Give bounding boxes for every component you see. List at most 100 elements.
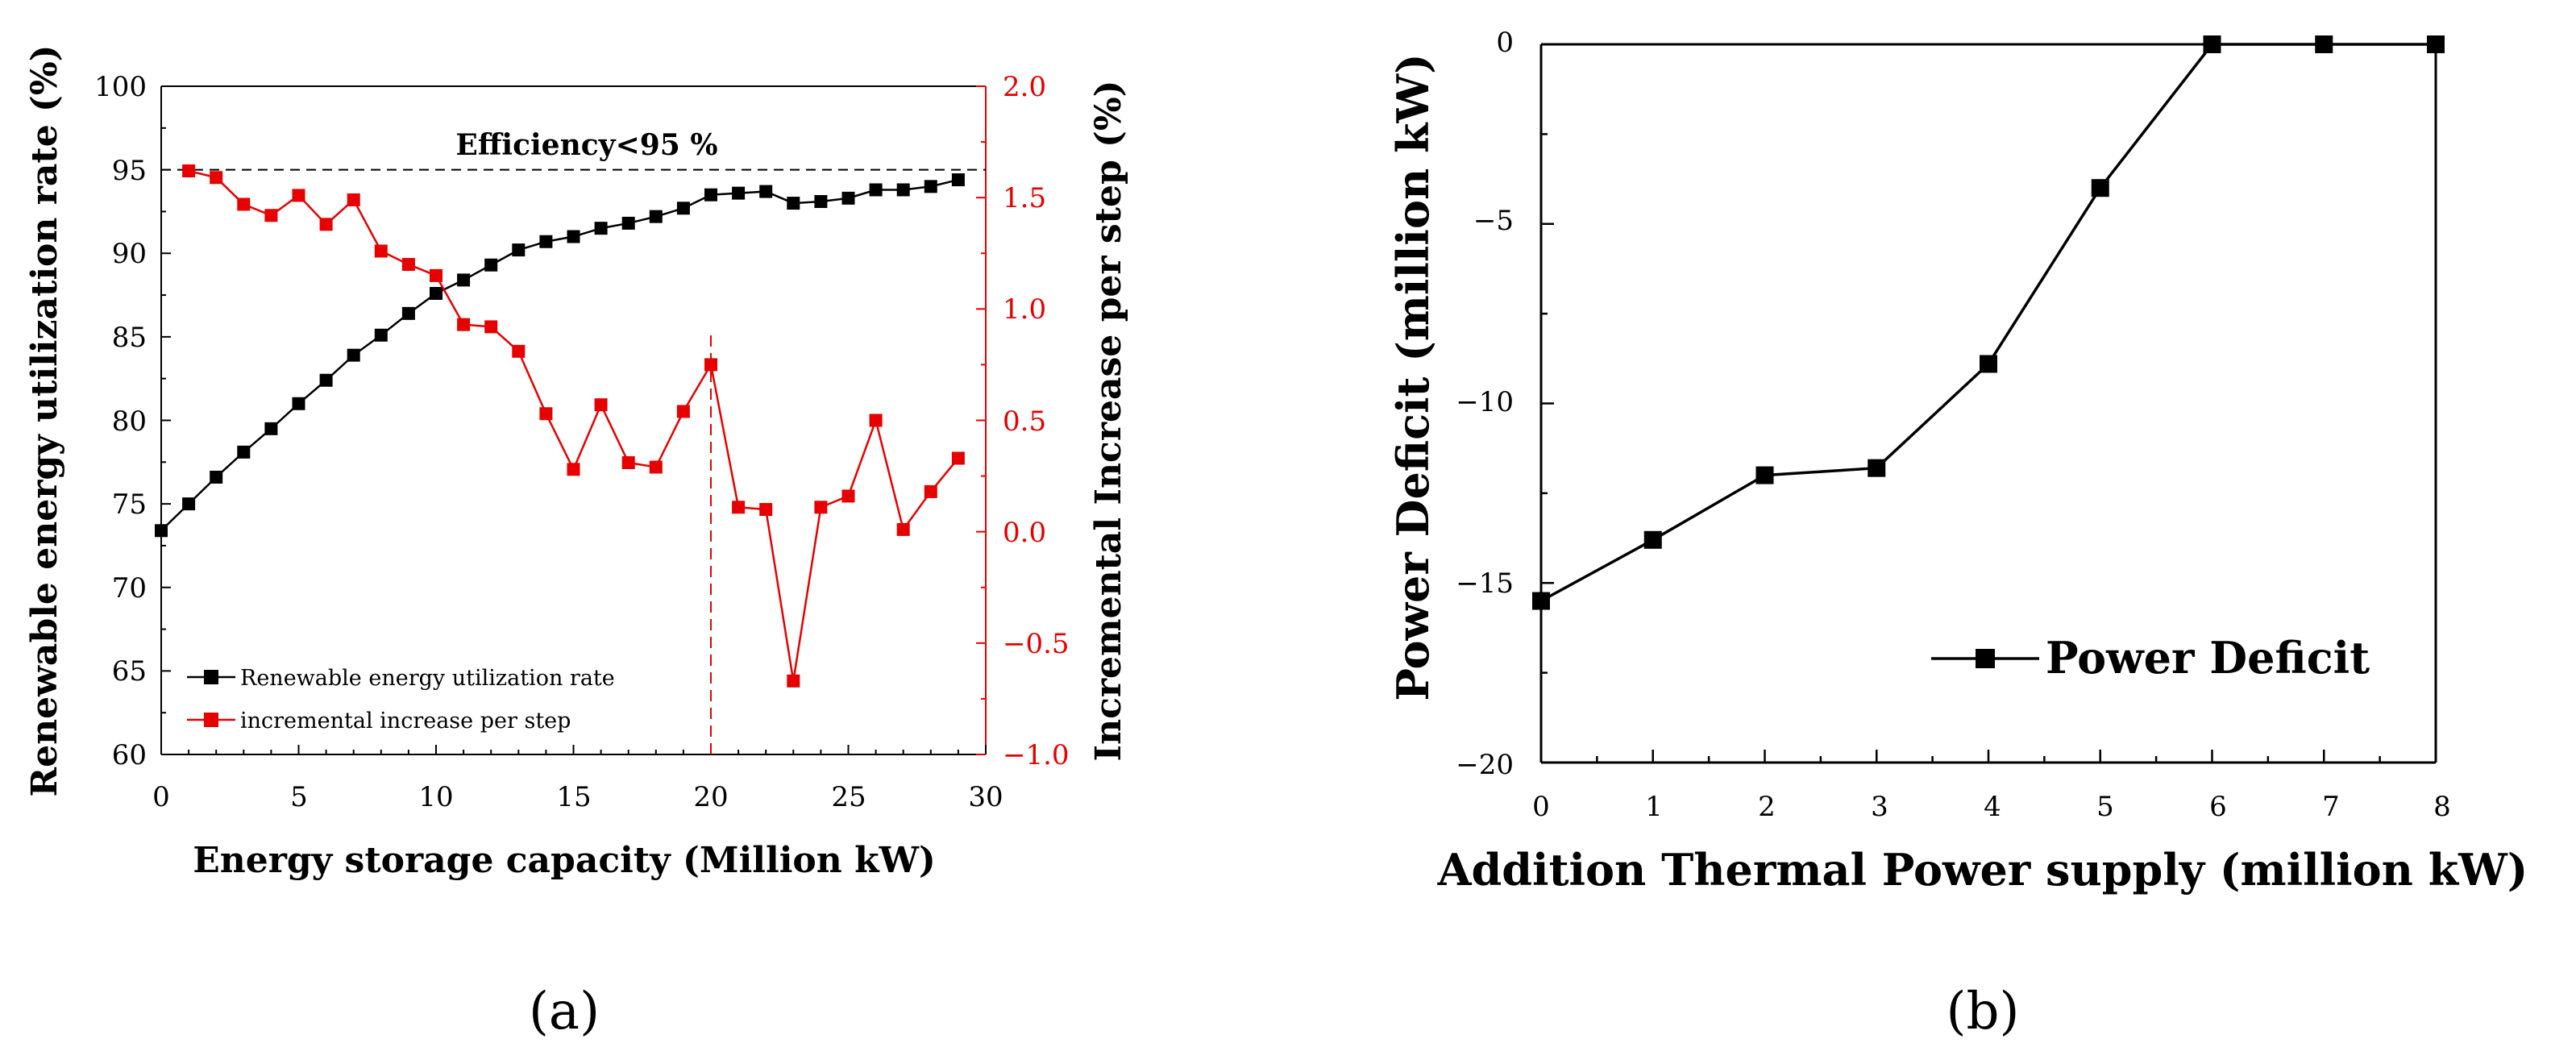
a-series-0-point (594, 222, 608, 235)
a-series-0-point (292, 397, 305, 410)
a-series-0-point (430, 286, 442, 300)
a-x-tick: 25 (831, 781, 866, 813)
b-x-tick: 7 (2322, 791, 2340, 823)
a-series-1-point (292, 189, 305, 202)
b-series-0-point (1532, 592, 1550, 610)
b-x-tick: 6 (2209, 791, 2227, 823)
a-series-0-point (869, 183, 883, 197)
a-series-1-point (649, 460, 663, 474)
a-series-1-point (924, 484, 937, 498)
b-series-0-point (1643, 530, 1662, 549)
a-series-1-point (457, 318, 471, 331)
b-series-0-point (1755, 466, 1774, 484)
a-series-1-point (237, 197, 251, 211)
a-y-tick: 65 (112, 655, 147, 688)
a-series-0-point (951, 173, 965, 187)
a-y2-tick: 1.5 (1003, 182, 1046, 214)
b-x-tick: 5 (2096, 791, 2114, 823)
a-series-0-point (484, 258, 498, 272)
a-series-1-point (951, 451, 965, 465)
a-y-axis-label: Renewable energy utilization rate (%) (24, 45, 65, 797)
a-y-tick: 60 (112, 739, 147, 771)
a-series-0-point (841, 191, 855, 205)
b-y-axis-label: Power Deficit (million kW) (1387, 53, 1439, 700)
a-y2-tick: 2.0 (1003, 71, 1046, 103)
a-series-0-point (401, 306, 415, 320)
a-legend-label: Renewable energy utilization rate (240, 666, 615, 691)
b-x-tick: 2 (1758, 791, 1776, 823)
b-series-line-0 (1540, 43, 2436, 603)
a-series-1-point (787, 674, 800, 688)
a-y-tick: 75 (112, 488, 147, 521)
a-x-tick: 20 (693, 781, 728, 813)
a-y2-tick: −0.5 (1003, 628, 1070, 660)
b-legend-swatch-marker (1976, 649, 1995, 668)
b-legend-label: Power Deficit (2046, 632, 2370, 684)
a-y-tick: 80 (112, 405, 147, 438)
a-series-1-point (594, 398, 608, 412)
a-series-line-1 (188, 169, 959, 682)
a-y2-tick: 0.0 (1003, 517, 1046, 549)
b-series-0-point (2427, 35, 2445, 53)
a-y-tick: 100 (94, 71, 147, 103)
a-y-tick-labels: 60 65 70 75 80 85 90 95 100 (94, 71, 147, 771)
b-marks-group (1532, 35, 2445, 610)
a-series-0-point (237, 445, 251, 459)
a-series-0-point (457, 273, 471, 287)
a-series-1-point (210, 171, 223, 185)
b-y-tick-labels: −20 −15 −10 −5 0 (1456, 27, 1514, 781)
a-series-1-point (319, 218, 333, 231)
a-series-0-point (567, 230, 580, 243)
b-x-tick: 4 (1984, 791, 2001, 823)
a-series-1-point (869, 414, 883, 427)
a-series-0-point (621, 216, 635, 230)
a-reference-line-label: Efficiency<95 % (455, 128, 717, 162)
b-x-tick: 3 (1871, 791, 1888, 823)
a-y2-tick-labels: −1.0 −0.5 0.0 0.5 1.0 1.5 2.0 (1003, 71, 1070, 771)
b-legend: Power Deficit (1931, 632, 2370, 684)
b-x-axis-label: Addition Thermal Power supply (million k… (1437, 844, 2528, 896)
a-x-tick: 5 (290, 781, 308, 813)
a-series-1-point (759, 503, 773, 517)
a-y2-tick: 1.0 (1003, 293, 1046, 326)
chart-a: 0 5 10 15 20 25 30 60 65 70 75 80 85 90 … (24, 45, 1129, 881)
a-y2-tick: 0.5 (1003, 405, 1046, 438)
a-series-0-point (676, 202, 690, 215)
a-series-1-point (484, 320, 498, 334)
a-series-1-point (539, 407, 553, 421)
a-series-0-point (182, 497, 196, 511)
a-series-1-point (841, 489, 855, 503)
a-axes-group (160, 85, 987, 755)
a-x-tick: 15 (556, 781, 591, 813)
a-series-0-point (814, 195, 828, 209)
b-series-0-point (2315, 35, 2333, 53)
b-series-0-point (2091, 179, 2109, 197)
b-x-tick: 1 (1645, 791, 1663, 823)
a-series-0-point (704, 188, 717, 202)
a-series-1-point (704, 358, 717, 372)
b-x-tick-labels: 0 1 2 3 4 5 6 7 8 (1532, 791, 2451, 823)
a-series-1-point (621, 456, 635, 470)
a-series-1-point (374, 244, 388, 258)
b-x-tick: 8 (2433, 791, 2451, 823)
a-series-line-0 (160, 178, 959, 532)
a-series-1-point (512, 344, 526, 358)
a-series-1-point (264, 209, 278, 222)
a-x-tick: 0 (152, 781, 170, 813)
a-series-1-point (401, 258, 415, 272)
a-series-0-point (347, 348, 360, 362)
a-series-0-point (210, 470, 223, 484)
chart-b: 0 1 2 3 4 5 6 7 8 −20 −15 −10 −5 0 Addit… (1387, 27, 2528, 896)
a-series-0-point (155, 524, 168, 538)
a-series-0-point (787, 197, 800, 210)
a-series-0-point (319, 373, 333, 387)
a-y-tick: 85 (112, 322, 147, 354)
b-y-tick: 0 (1496, 27, 1514, 59)
a-series-0-point (732, 186, 746, 200)
a-y2-tick: −1.0 (1003, 739, 1070, 771)
a-series-1-point (567, 463, 580, 476)
a-legend-swatch-marker (204, 713, 218, 727)
a-series-1-point (347, 193, 360, 206)
a-y2-axis-label: Incremental Increase per step (%) (1088, 81, 1129, 762)
